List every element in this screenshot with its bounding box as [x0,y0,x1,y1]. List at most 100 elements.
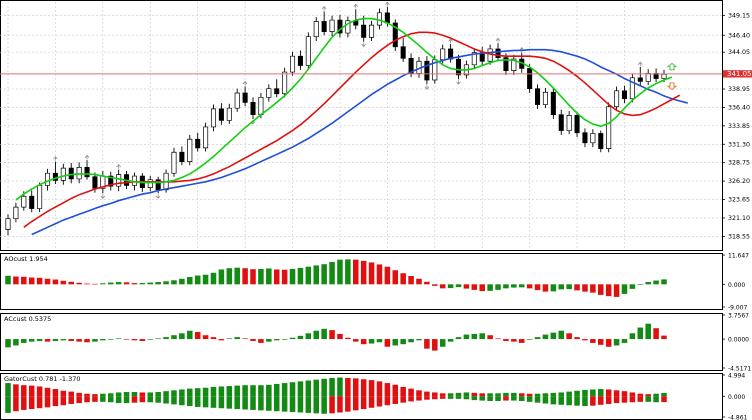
candle-bearish [622,91,626,99]
candle-bullish [567,115,571,130]
candle-bearish [93,177,97,189]
histogram-bar-up [266,384,272,397]
histogram-bar-down [360,396,367,410]
histogram-bar-up [518,396,525,401]
histogram-bar-up [234,337,240,340]
histogram-bar-down [471,284,478,290]
alligator_jaw-line [32,50,688,235]
histogram-bar-down [218,339,225,341]
candle-bullish [45,173,49,185]
candle-bearish [599,133,603,148]
histogram-bar-up [194,275,201,285]
histogram-bar-up [637,327,644,340]
price-tick-label: 338.95 [728,86,750,93]
histogram-bar-up [289,337,296,340]
histogram-bar-up [139,283,146,285]
histogram-bar-down [392,270,399,285]
histogram-bar-down [432,392,438,397]
histogram-bar-up [273,339,280,341]
candle-bearish [298,56,302,65]
candle-bullish [369,25,373,37]
histogram-bar-down [384,383,391,397]
histogram-bar-up [194,396,201,407]
histogram-bar-up [447,284,454,289]
histogram-bar-up [218,269,225,285]
candle-bullish [22,196,26,207]
histogram-bar-up [123,392,130,397]
histogram-bar-down [479,284,485,292]
candle-bullish [203,127,207,148]
candle-bearish [575,115,579,132]
histogram-bar-up [621,339,628,343]
price-tick-label: 326.20 [728,178,750,185]
candle-bullish [330,20,334,32]
histogram-bar-down [76,282,82,285]
histogram-bar-up [558,330,565,340]
histogram-bar-down [637,396,644,402]
histogram-bar-down [123,339,130,340]
histogram-bar-up [337,259,343,285]
histogram-bar-down [68,339,74,341]
histogram-bar-up [115,338,122,340]
histogram-bar-up [345,259,351,285]
histogram-bar-up [511,396,517,401]
histogram-bar-up [495,396,501,401]
histogram-bar-up [147,339,154,340]
histogram-bar-down [384,339,391,347]
histogram-bar-up [147,392,154,397]
histogram-bar-down [368,262,375,285]
histogram-bar-up [471,333,478,340]
histogram-bar-up [250,396,256,410]
gatorcust-bars [5,377,667,414]
candle-bullish [37,185,41,208]
histogram-bar-up [281,383,288,397]
candle-bearish [243,93,247,102]
histogram-bar-down [28,277,35,285]
histogram-bar-up [242,385,248,397]
histogram-bar-up [511,284,517,288]
histogram-bar-down [487,335,493,340]
accust-axis: 3.7567 0.0000 -4.5171 [722,313,751,373]
histogram-bar-down [582,284,588,292]
candle-bullish [614,91,618,107]
histogram-bar-up [250,385,256,397]
histogram-bar-down [44,387,51,397]
histogram-bar-up [313,379,320,397]
histogram-bar-up [21,339,27,343]
histogram-bar-up [107,393,114,397]
histogram-bar-down [84,396,90,403]
fractal-up-marker [638,62,642,66]
histogram-bar-down [613,396,620,404]
histogram-bar-down [376,396,383,407]
candle-bullish [662,74,666,78]
histogram-bar-down [432,396,438,400]
candle-bullish [306,37,310,66]
histogram-bar-down [424,339,430,349]
histogram-bar-up [542,393,549,397]
histogram-bar-down [329,396,335,414]
histogram-bar-down [242,338,248,340]
histogram-bar-up [574,390,580,397]
gatorcust-axis: 4.994 0.000 -4.861 [722,373,748,420]
histogram-bar-down [605,339,612,347]
histogram-bar-up [329,261,335,285]
histogram-bar-down [605,284,612,297]
candle-bullish [646,74,650,82]
histogram-bar-down [400,396,406,403]
histogram-bar-up [645,323,651,340]
histogram-bar-up [5,383,11,397]
histogram-bar-down [68,391,74,397]
histogram-bar-up [598,389,604,397]
histogram-bar-up [5,275,11,285]
histogram-bar-down [400,273,406,285]
fractal-up-marker [243,82,247,86]
histogram-bar-up [155,396,161,403]
histogram-bar-down [13,396,19,412]
histogram-bar-up [171,390,177,397]
histogram-bar-down [273,269,280,285]
histogram-bar-down [432,284,438,286]
accust-panel-border [0,313,723,371]
price-panel-frame [0,0,723,251]
histogram-bar-up [629,284,636,289]
